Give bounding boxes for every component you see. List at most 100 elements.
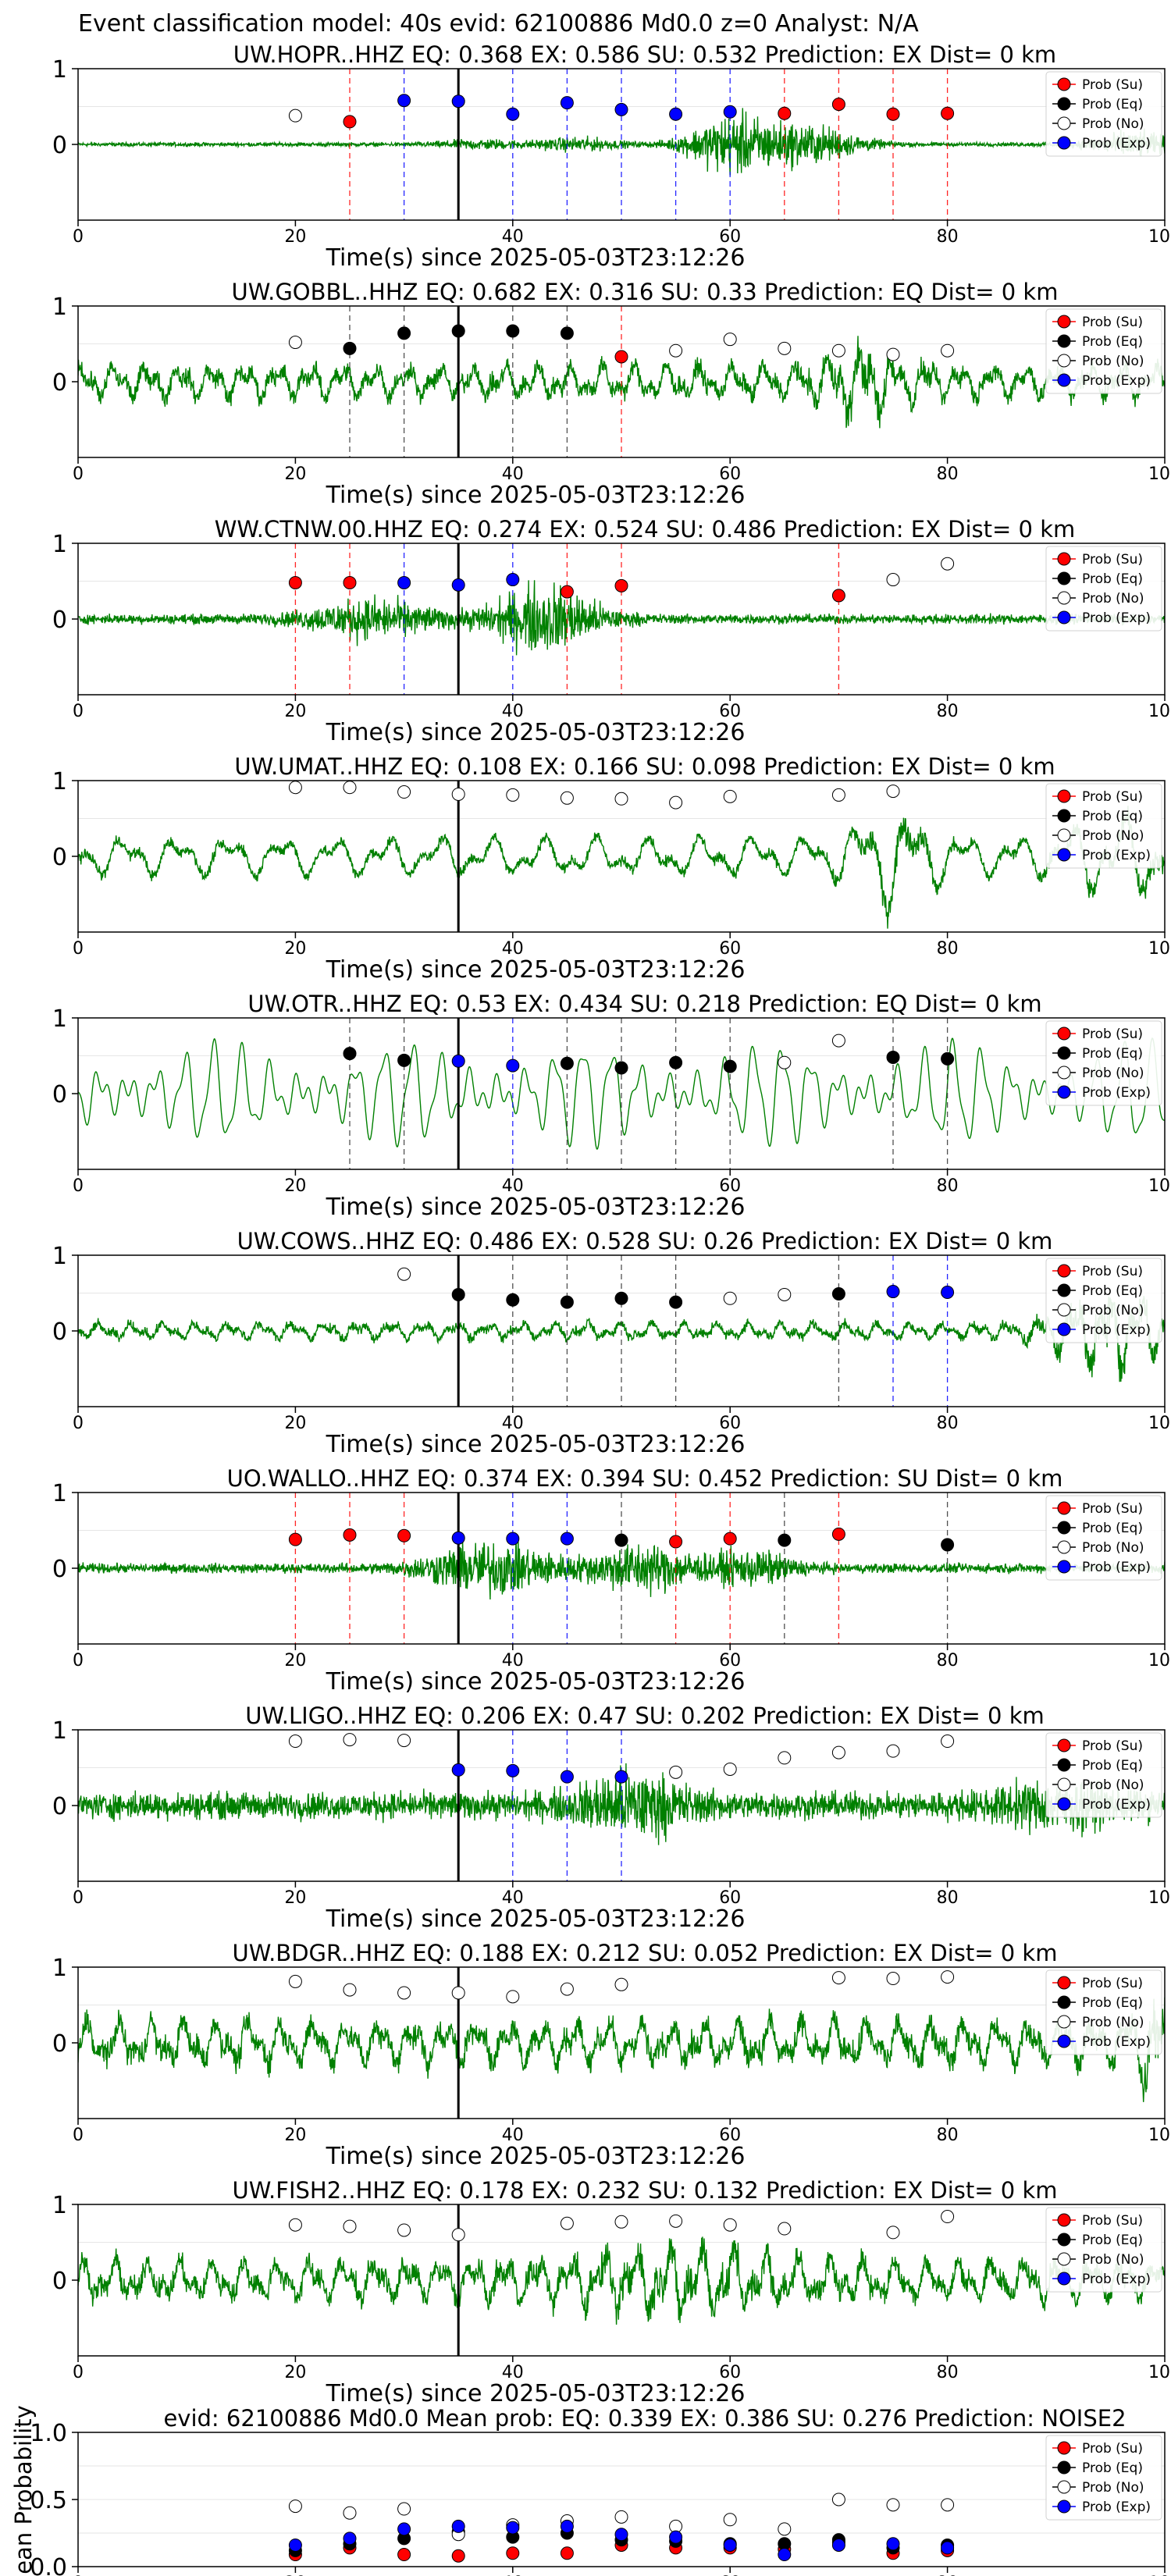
x-tick-label: 0 bbox=[73, 464, 84, 484]
probability-point-exp bbox=[560, 1532, 574, 1546]
mean-point-exp bbox=[669, 2530, 683, 2544]
legend-marker bbox=[1057, 2015, 1071, 2029]
y-tick-label: 1 bbox=[52, 531, 67, 558]
probability-point-no bbox=[288, 2218, 302, 2232]
x-tick-label: 100 bbox=[1148, 702, 1171, 721]
legend-marker bbox=[1057, 354, 1071, 368]
legend: Prob (Su) Prob (Eq) Prob (No) Prob (Exp) bbox=[1045, 1732, 1162, 1818]
probability-point-no bbox=[669, 795, 683, 809]
probability-point-eq bbox=[560, 326, 574, 340]
probability-point-exp bbox=[506, 107, 520, 121]
probability-point-su bbox=[831, 98, 845, 112]
x-tick-label: 80 bbox=[937, 2126, 959, 2145]
x-axis-label: Time(s) since 2025-05-03T23:12:26 bbox=[326, 2380, 746, 2407]
probability-point-exp bbox=[723, 105, 737, 119]
legend-entry: Prob (Eq) bbox=[1082, 1046, 1143, 1062]
station-panel: UW.UMAT..HHZ EQ: 0.108 EX: 0.166 SU: 0.0… bbox=[52, 753, 1171, 984]
y-tick-label: 0.5 bbox=[30, 2487, 67, 2514]
legend: Prob (Su) Prob (Eq) Prob (No) Prob (Exp) bbox=[1045, 1969, 1162, 2055]
legend-entry: Prob (Exp) bbox=[1082, 848, 1151, 863]
probability-point-eq bbox=[723, 1059, 737, 1073]
legend-frame bbox=[1045, 71, 1162, 157]
probability-point-su bbox=[397, 1528, 411, 1542]
x-tick-label: 80 bbox=[937, 1651, 959, 1670]
legend-marker bbox=[1057, 1322, 1071, 1336]
probability-point-eq bbox=[614, 1533, 628, 1547]
legend-marker bbox=[1057, 373, 1071, 387]
probability-point-eq bbox=[886, 1050, 900, 1064]
probability-point-su bbox=[343, 1528, 357, 1542]
x-tick-label: 80 bbox=[937, 1888, 959, 1908]
x-tick-label: 100 bbox=[1148, 464, 1171, 484]
x-tick-label: 20 bbox=[284, 2363, 306, 2382]
probability-point-no bbox=[397, 785, 411, 799]
probability-point-exp bbox=[506, 573, 520, 587]
probability-point-no bbox=[451, 787, 465, 801]
probability-point-su bbox=[778, 106, 792, 120]
mean-point-exp bbox=[343, 2532, 357, 2546]
x-tick-label: 20 bbox=[284, 2574, 306, 2576]
x-tick-label: 40 bbox=[502, 227, 524, 247]
x-tick-label: 100 bbox=[1148, 1888, 1171, 1908]
legend-marker bbox=[1057, 1797, 1071, 1811]
legend-entry: Prob (Eq) bbox=[1082, 1758, 1143, 1774]
y-axis-label: Mean Probability bbox=[10, 2405, 37, 2576]
probability-point-no bbox=[886, 785, 900, 799]
legend: Prob (Su) Prob (Eq) Prob (No) Prob (Exp) bbox=[1045, 546, 1162, 632]
probability-point-no bbox=[886, 347, 900, 361]
x-tick-label: 80 bbox=[937, 939, 959, 959]
legend-entry: Prob (Su) bbox=[1082, 1026, 1143, 1042]
legend: Prob (Su) Prob (Eq) Prob (No) Prob (Exp) bbox=[1045, 2435, 1162, 2521]
x-tick-label: 0 bbox=[73, 2363, 84, 2382]
legend-entry: Prob (Exp) bbox=[1082, 1560, 1151, 1575]
mean-point-su bbox=[506, 2546, 520, 2560]
legend-entry: Prob (No) bbox=[1082, 2015, 1144, 2030]
legend-marker bbox=[1057, 1085, 1071, 1099]
legend-marker bbox=[1057, 1066, 1071, 1080]
probability-point-no bbox=[288, 336, 302, 350]
x-tick-label: 60 bbox=[719, 464, 741, 484]
station-panel: UW.GOBBL..HHZ EQ: 0.682 EX: 0.316 SU: 0.… bbox=[52, 279, 1171, 509]
waveform-trace bbox=[78, 2236, 1165, 2325]
x-tick-label: 0 bbox=[73, 939, 84, 959]
probability-point-no bbox=[941, 1735, 955, 1749]
mean-point-exp bbox=[614, 2528, 628, 2542]
mean-point-no bbox=[778, 2522, 792, 2536]
probability-point-eq bbox=[560, 1056, 574, 1070]
probability-point-su bbox=[560, 585, 574, 599]
x-tick-label: 40 bbox=[502, 1651, 524, 1670]
y-tick-label: 0 bbox=[52, 2268, 67, 2295]
probability-point-no bbox=[451, 2228, 465, 2242]
legend-entry: Prob (No) bbox=[1082, 828, 1144, 844]
y-tick-label: 1 bbox=[52, 768, 67, 795]
probability-point-no bbox=[723, 1762, 737, 1776]
legend: Prob (Su) Prob (Eq) Prob (No) Prob (Exp) bbox=[1045, 71, 1162, 157]
legend-entry: Prob (Su) bbox=[1082, 552, 1143, 568]
probability-point-eq bbox=[941, 1051, 955, 1066]
legend-entry: Prob (Eq) bbox=[1082, 97, 1143, 112]
mean-point-no bbox=[397, 2502, 411, 2516]
x-tick-label: 40 bbox=[502, 939, 524, 959]
x-tick-label: 40 bbox=[502, 464, 524, 484]
legend-marker bbox=[1057, 97, 1071, 111]
mean-point-exp bbox=[886, 2537, 900, 2551]
station-panel: UW.COWS..HHZ EQ: 0.486 EX: 0.528 SU: 0.2… bbox=[52, 1228, 1171, 1458]
legend-marker bbox=[1057, 1046, 1071, 1060]
legend-entry: Prob (Exp) bbox=[1082, 610, 1151, 626]
station-panel: UO.WALLO..HHZ EQ: 0.374 EX: 0.394 SU: 0.… bbox=[52, 1465, 1171, 1695]
legend-frame bbox=[1045, 783, 1162, 869]
probability-point-no bbox=[723, 789, 737, 803]
probability-point-no bbox=[614, 1977, 628, 1991]
probability-point-su bbox=[886, 107, 900, 121]
probability-point-exp bbox=[506, 1532, 520, 1546]
legend-frame bbox=[1045, 1969, 1162, 2055]
mean-point-no bbox=[614, 2510, 628, 2524]
y-tick-label: 1 bbox=[52, 1243, 67, 1270]
x-tick-label: 60 bbox=[719, 702, 741, 721]
x-tick-label: 60 bbox=[719, 2363, 741, 2382]
legend-entry: Prob (Exp) bbox=[1082, 136, 1151, 151]
probability-point-no bbox=[778, 1751, 792, 1765]
legend-marker bbox=[1057, 1264, 1071, 1278]
legend: Prob (Su) Prob (Eq) Prob (No) Prob (Exp) bbox=[1045, 308, 1162, 394]
probability-point-no bbox=[941, 343, 955, 358]
